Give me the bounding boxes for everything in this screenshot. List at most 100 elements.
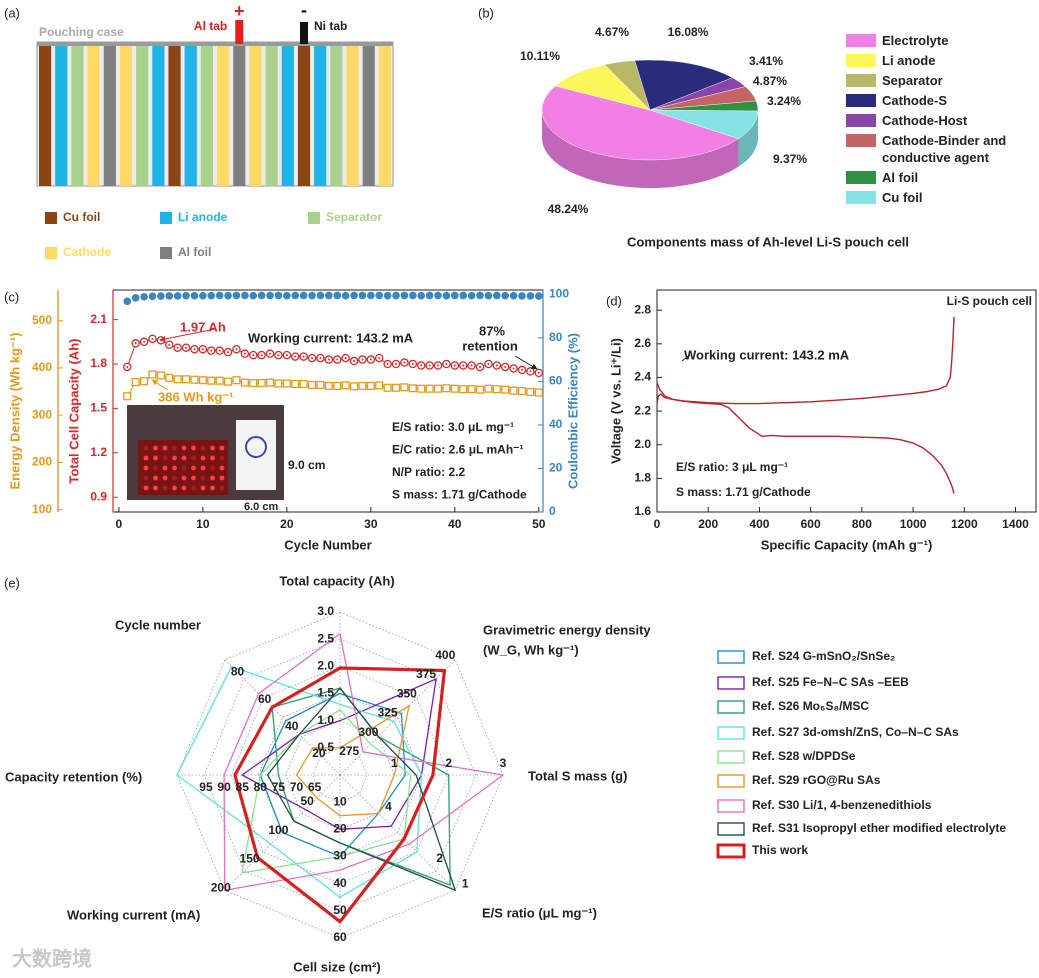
layer xyxy=(346,46,359,186)
legend-swatch xyxy=(717,700,745,714)
marker xyxy=(333,291,342,300)
marker xyxy=(316,291,325,300)
legend-label: Ref. S28 w/DPDSe xyxy=(752,749,856,763)
y-tick-label: 1.5 xyxy=(90,401,107,415)
grid-ring xyxy=(203,638,477,912)
axis-tick-label: 350 xyxy=(397,686,417,700)
y-tick-label: 400 xyxy=(32,360,52,374)
tab-label: Ni tab xyxy=(314,19,347,33)
legend-swatch xyxy=(717,726,745,740)
photo-led xyxy=(210,465,215,471)
marker xyxy=(442,384,451,393)
marker-dot xyxy=(411,363,414,365)
marker xyxy=(232,376,241,385)
axis-label: Cycle number xyxy=(115,617,201,632)
marker xyxy=(501,291,510,300)
y-tick-label: 200 xyxy=(32,455,52,469)
photo-led xyxy=(219,475,225,481)
legend-swatch xyxy=(717,774,745,788)
radar-series xyxy=(223,633,504,891)
layer xyxy=(217,46,230,186)
marker xyxy=(165,292,174,300)
marker xyxy=(534,388,543,397)
axis-tick-label: 100 xyxy=(268,823,288,837)
axis-tick-label: 40 xyxy=(333,876,347,890)
marker xyxy=(375,381,384,390)
y-tick-label: 1.8 xyxy=(90,356,107,370)
marker-dot xyxy=(470,364,473,367)
legend-item: Separator xyxy=(846,72,1036,89)
marker xyxy=(484,291,493,300)
marker xyxy=(325,291,333,300)
photo-led xyxy=(153,475,158,481)
marker xyxy=(358,291,367,300)
marker xyxy=(518,292,526,300)
radar-series xyxy=(295,705,410,817)
marker-dot xyxy=(445,363,448,365)
marker-dot xyxy=(462,364,465,367)
legend-label: Cathode-Host xyxy=(882,113,968,128)
photo-led xyxy=(143,455,149,461)
photo-logo xyxy=(245,436,267,458)
marker xyxy=(282,379,291,388)
y-tick-label: 60 xyxy=(549,374,563,388)
marker xyxy=(408,384,417,393)
photo-led xyxy=(153,445,158,451)
marker-dot xyxy=(504,365,507,368)
watermark: 大数跨境 xyxy=(12,946,92,970)
axis-tick-label: 150 xyxy=(240,852,260,866)
annotation-arrow xyxy=(151,379,169,391)
axis-tick-label: 30 xyxy=(333,849,347,863)
layer xyxy=(378,46,391,186)
y-axis-label: Voltage (V vs. Li⁺/Li) xyxy=(608,338,623,464)
photo-led xyxy=(172,445,177,451)
layer xyxy=(200,46,213,186)
photo-dimension: 6.0 cm xyxy=(244,501,278,513)
marker xyxy=(341,381,350,390)
y-tick-label: 100 xyxy=(549,287,569,301)
legend-swatch xyxy=(160,247,172,259)
marker-dot xyxy=(185,346,188,349)
photo-led xyxy=(191,485,196,491)
marker-dot xyxy=(369,358,372,361)
axis-tick-label: 50 xyxy=(301,794,315,808)
y-tick-label: 0 xyxy=(549,504,556,518)
marker xyxy=(526,387,535,397)
axis-label: Capacity retention (%) xyxy=(5,769,142,784)
marker xyxy=(324,381,333,390)
x-tick-label: 600 xyxy=(801,517,821,531)
marker xyxy=(249,379,258,388)
marker xyxy=(383,383,392,392)
panel-label: (d) xyxy=(606,293,622,308)
case-label: Pouching case xyxy=(39,25,124,39)
marker-dot xyxy=(176,346,179,349)
marker-dot xyxy=(361,358,364,361)
marker xyxy=(198,376,207,385)
marker xyxy=(493,291,501,300)
x-tick-label: 400 xyxy=(749,517,769,531)
axis-tick-label: 325 xyxy=(378,706,398,720)
photo-led xyxy=(200,465,206,471)
photo-led xyxy=(172,485,177,491)
marker-dot xyxy=(134,342,137,345)
marker xyxy=(450,384,459,393)
annotation: Li-S pouch cell xyxy=(947,294,1032,308)
marker-dot xyxy=(495,364,498,367)
legend-label: This work xyxy=(752,843,808,857)
marker xyxy=(199,291,207,300)
layer xyxy=(184,46,197,186)
marker xyxy=(190,291,199,300)
marker xyxy=(459,385,468,394)
spoke xyxy=(224,659,341,776)
axis-tick-label: 2 xyxy=(436,851,443,865)
photo-led xyxy=(181,485,187,491)
photo-led xyxy=(143,465,149,471)
axis-tick-label: 20 xyxy=(333,822,347,836)
legend-item: Cathode-S xyxy=(846,92,1036,109)
axis-tick-label: 1 xyxy=(462,876,469,890)
marker xyxy=(307,380,317,389)
x-tick-label: 10 xyxy=(196,517,210,531)
marker xyxy=(257,291,266,300)
marker xyxy=(123,297,132,306)
